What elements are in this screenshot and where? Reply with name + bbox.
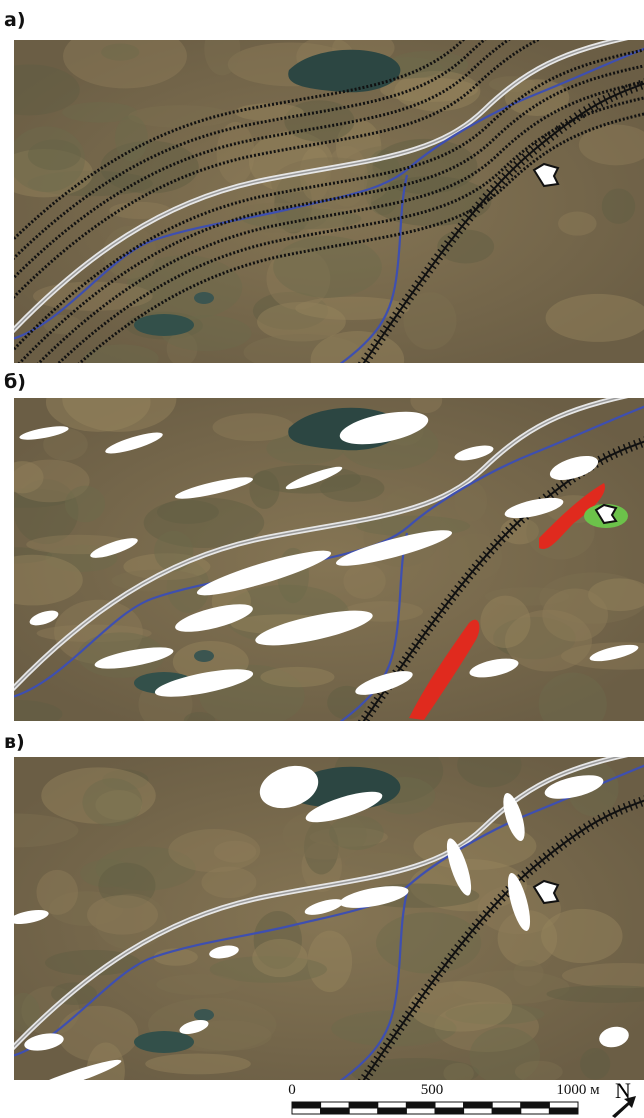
scale-segment (521, 1108, 550, 1114)
figure: а) б) в) 0 500 1000 м N (0, 0, 644, 1118)
terrain-patch (213, 413, 295, 441)
terrain-patch (480, 596, 530, 648)
lake (194, 292, 214, 304)
terrain-patch (404, 292, 457, 350)
terrain-patch (115, 115, 148, 161)
scale-segment (549, 1102, 578, 1108)
terrain-patch (329, 815, 384, 850)
terrain-patch (515, 1061, 563, 1083)
terrain-patch (249, 470, 279, 509)
terrain-patch (101, 44, 139, 61)
lake (194, 1009, 214, 1021)
scale-segment (492, 1102, 521, 1108)
scale-segment (292, 1108, 321, 1114)
terrain-patch (558, 212, 597, 236)
terrain-patch (260, 667, 334, 687)
terrain-patch (65, 486, 105, 523)
scale-segment (549, 1108, 578, 1114)
scale-segment (321, 1102, 350, 1108)
terrain-patch (343, 563, 385, 599)
terrain-patch (351, 1058, 479, 1087)
scale-segment (349, 1102, 378, 1108)
scale-label: 500 (421, 1082, 444, 1098)
scale-segment (492, 1108, 521, 1114)
scale-segment (321, 1108, 350, 1114)
scale-segment (378, 1102, 407, 1108)
map-panel (0, 0, 644, 415)
scale-label: 0 (288, 1082, 296, 1098)
terrain-patch (457, 742, 521, 787)
scale-segment (464, 1102, 493, 1108)
terrain-patch (376, 912, 481, 973)
scale-segment (406, 1108, 435, 1114)
scale-segment (521, 1102, 550, 1108)
terrain-patch (241, 208, 361, 229)
terrain-patch (87, 895, 158, 934)
lake (194, 650, 214, 662)
lake (134, 314, 194, 336)
terrain-patch (410, 388, 442, 413)
panel-label: а) (4, 9, 26, 31)
panel-label: в) (4, 731, 25, 753)
terrain-patch (58, 1006, 139, 1062)
terrain-patch (273, 236, 382, 298)
terrain-patch (541, 909, 623, 963)
terrain-patch (513, 960, 543, 986)
map-panel (0, 738, 644, 1100)
terrain-patch (409, 981, 513, 1032)
terrain-patch (542, 589, 608, 642)
scale-bar: 0 500 1000 м (288, 1082, 600, 1114)
terrain-patch (82, 778, 142, 826)
terrain-patch (84, 345, 159, 373)
terrain-patch (539, 673, 607, 736)
terrain-patch (345, 853, 426, 873)
terrain-patch (8, 126, 85, 192)
scale-segment (378, 1108, 407, 1114)
terrain-patch (602, 188, 636, 223)
terrain-patch (156, 974, 240, 995)
terrain-patch (184, 712, 215, 729)
terrain-patch (168, 829, 260, 872)
scale-label: 1000 м (556, 1082, 600, 1098)
terrain-patch (580, 1048, 610, 1080)
scale-segment (292, 1102, 321, 1108)
scale-segment (435, 1102, 464, 1108)
terrain-patch (252, 939, 307, 977)
scale-segment (464, 1108, 493, 1114)
terrain-patch (145, 1054, 251, 1075)
map-panel (0, 366, 644, 736)
scale-segment (349, 1108, 378, 1114)
lake (134, 1031, 194, 1053)
terrain-patch (43, 315, 81, 334)
terrain-patch (100, 141, 199, 194)
terrain-patch (311, 331, 405, 388)
panel-label: б) (4, 371, 26, 393)
scale-segment (406, 1102, 435, 1108)
terrain-patch (46, 372, 151, 431)
scale-segment (435, 1108, 464, 1114)
terrain-patch (204, 22, 240, 75)
terrain-patch (36, 870, 77, 915)
